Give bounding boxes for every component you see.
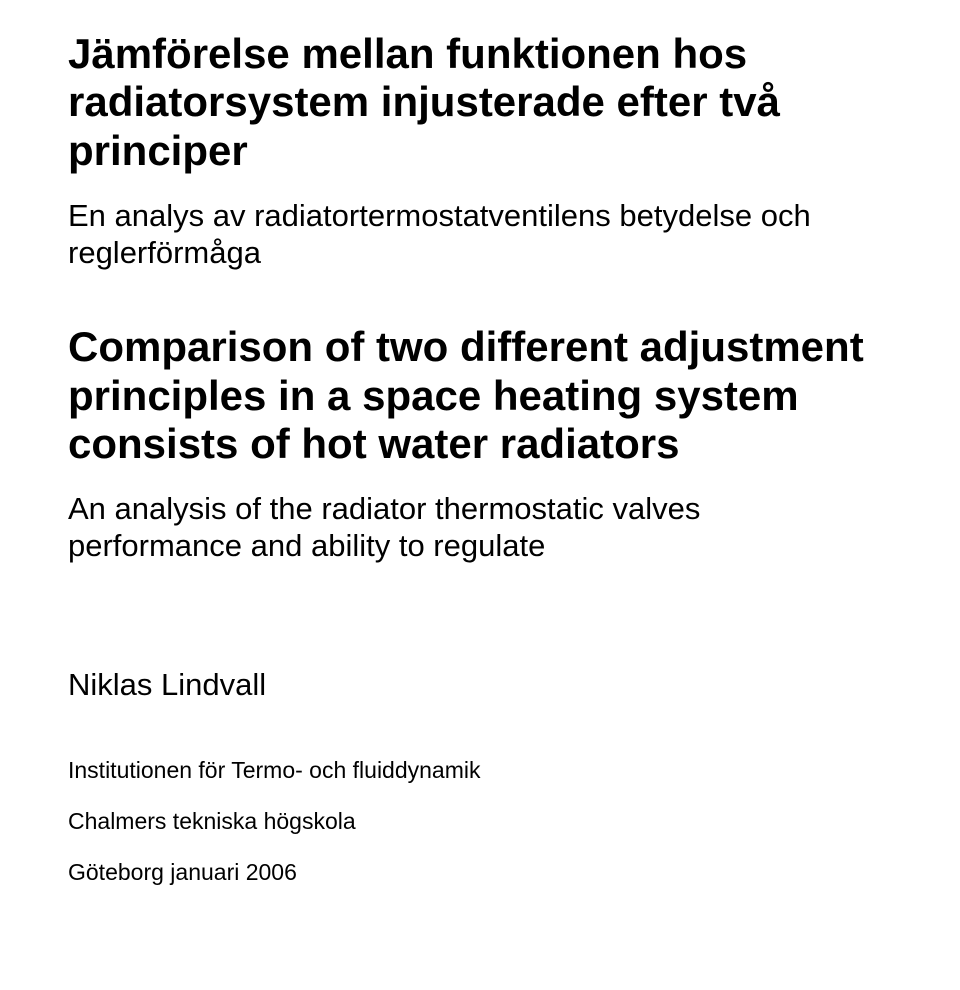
institution-line: Institutionen för Termo- och fluiddynami… (68, 757, 880, 784)
subtitle-english: An analysis of the radiator thermostatic… (68, 490, 880, 564)
subtitle-swedish: En analys av radiatortermostatventilens … (68, 197, 880, 271)
title-swedish: Jämförelse mellan funktionen hos radiato… (68, 30, 880, 175)
school-line: Chalmers tekniska högskola (68, 808, 880, 835)
title-english: Comparison of two different adjustment p… (68, 323, 880, 468)
title-page: Jämförelse mellan funktionen hos radiato… (0, 0, 960, 990)
date-line: Göteborg januari 2006 (68, 859, 880, 886)
author-name: Niklas Lindvall (68, 667, 880, 703)
